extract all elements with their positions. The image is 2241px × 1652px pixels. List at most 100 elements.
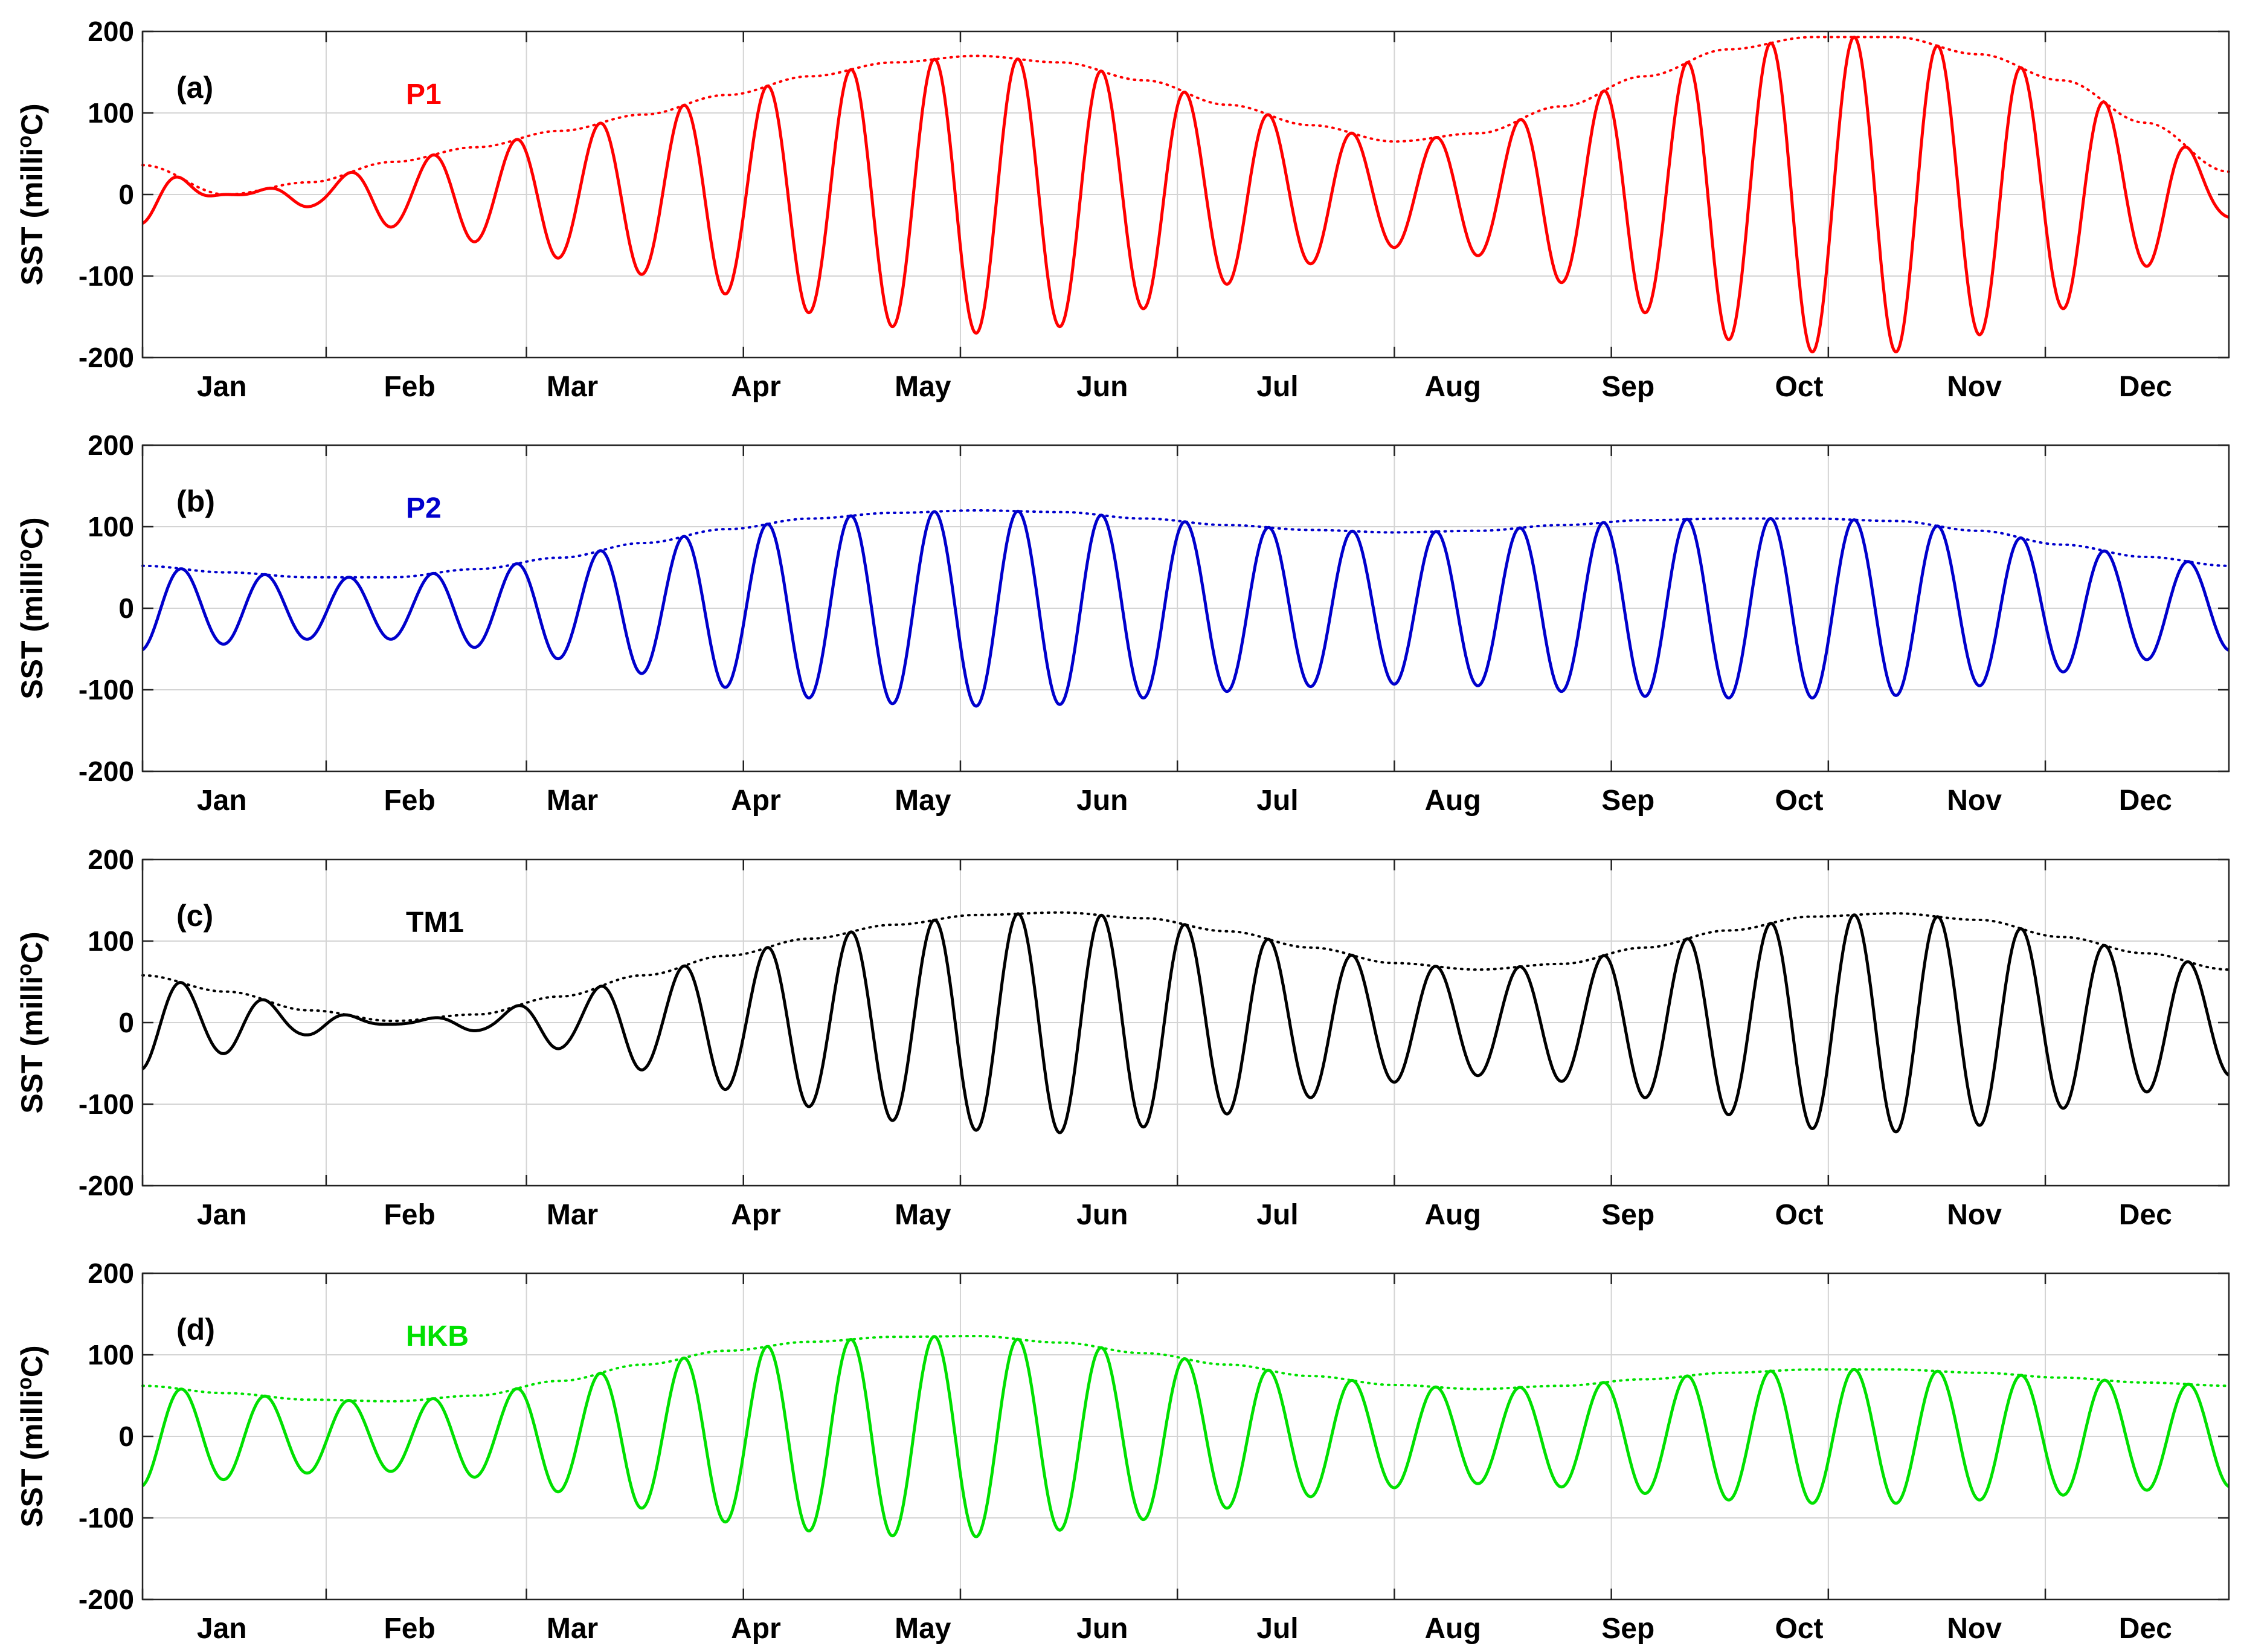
x-tick-label: Feb [384, 371, 435, 403]
x-tick-label: Oct [1775, 785, 1823, 817]
x-tick-label: Nov [1947, 1199, 2002, 1231]
y-axis-title-part: SST (milli [15, 1390, 49, 1528]
x-tick-label: Jul [1256, 1199, 1298, 1231]
y-tick-label: -100 [79, 1502, 134, 1534]
y-tick-label: 100 [88, 1339, 134, 1371]
x-tick-label: Jun [1076, 371, 1128, 403]
x-tick-label: Jul [1256, 371, 1298, 403]
envelope-line [141, 36, 2230, 196]
y-axis-title-superscript: o [13, 1377, 36, 1390]
x-tick-label: Dec [2119, 371, 2172, 403]
x-tick-label: Jun [1076, 1613, 1128, 1645]
y-tick-label: 200 [88, 16, 134, 47]
x-tick-label: May [895, 371, 951, 403]
series-label: P1 [406, 79, 442, 111]
x-tick-label: Jul [1256, 1613, 1298, 1645]
x-tick-label: Aug [1424, 785, 1481, 817]
x-tick-label: May [895, 1613, 951, 1645]
x-tick-label: Mar [547, 1613, 598, 1645]
y-tick-label: -200 [79, 756, 134, 787]
y-axis-title-superscript: o [13, 963, 36, 976]
x-tick-label: Aug [1424, 371, 1481, 403]
x-tick-label: Apr [731, 1613, 781, 1645]
sst-series-line [141, 1335, 2230, 1538]
x-tick-label: Oct [1775, 371, 1823, 403]
chart-panel: 200 100 0 -100 -200 Jan Feb Mar Apr May Jun Jul Aug S… [13, 844, 2230, 1231]
x-tick-label: Jun [1076, 1199, 1128, 1231]
x-tick-label: May [895, 785, 951, 817]
x-tick-label: Jan [197, 1199, 247, 1231]
y-axis-title: SST (millioC) [13, 1345, 49, 1527]
x-tick-label: Mar [547, 371, 598, 403]
x-tick-label: Sep [1601, 785, 1654, 817]
x-tick-label: Sep [1601, 371, 1654, 403]
y-axis-title-part: SST (milli [15, 976, 49, 1114]
y-tick-label: -200 [79, 342, 134, 373]
panel-label: (c) [176, 899, 213, 933]
x-tick-label: Mar [547, 785, 598, 817]
x-tick-label: Apr [731, 371, 781, 403]
x-tick-label: Sep [1601, 1199, 1654, 1231]
x-tick-label: May [895, 1199, 951, 1231]
series-label: TM1 [406, 907, 464, 939]
x-tick-label: Nov [1947, 1613, 2002, 1645]
chart-panel: 200 100 0 -100 -200 Jan Feb Mar Apr May Jun Jul Aug S… [13, 1258, 2230, 1645]
panel-label: (d) [176, 1313, 215, 1346]
sst-series-line [141, 36, 2230, 353]
y-tick-label: 200 [88, 844, 134, 875]
x-tick-label: Aug [1424, 1199, 1481, 1231]
y-tick-label: 100 [88, 511, 134, 542]
y-tick-label: -200 [79, 1170, 134, 1201]
y-axis-title-part: C) [15, 103, 49, 135]
y-axis-title-superscript: o [13, 135, 36, 148]
y-tick-label: -100 [79, 674, 134, 705]
x-tick-label: Dec [2119, 785, 2172, 817]
x-tick-label: Apr [731, 1199, 781, 1231]
series-label: HKB [406, 1320, 469, 1352]
x-tick-label: Nov [1947, 785, 2002, 817]
x-tick-label: Apr [731, 785, 781, 817]
x-tick-label: Jan [197, 785, 247, 817]
y-axis-title-part: C) [15, 1345, 49, 1377]
x-tick-label: Dec [2119, 1613, 2172, 1645]
y-tick-label: 200 [88, 1258, 134, 1289]
sst-series-line [141, 912, 2230, 1134]
x-tick-label: Jan [197, 371, 247, 403]
y-tick-label: -100 [79, 1088, 134, 1120]
y-axis-title-part: SST (milli [15, 562, 49, 699]
x-tick-label: Sep [1601, 1613, 1654, 1645]
y-tick-label: -200 [79, 1584, 134, 1615]
y-tick-label: 0 [118, 593, 134, 624]
x-tick-label: Aug [1424, 1613, 1481, 1645]
x-tick-label: Feb [384, 1613, 435, 1645]
x-tick-label: Oct [1775, 1199, 1823, 1231]
y-axis-title-part: C) [15, 931, 49, 963]
y-axis-title: SST (millioC) [13, 103, 49, 285]
x-tick-label: Mar [547, 1199, 598, 1231]
y-tick-label: 100 [88, 925, 134, 957]
x-tick-label: Feb [384, 1199, 435, 1231]
y-tick-label: 200 [88, 429, 134, 461]
chart-panel: 200 100 0 -100 -200 Jan Feb Mar Apr May Jun Jul Aug S… [13, 429, 2230, 817]
y-axis-title-part: C) [15, 517, 49, 549]
x-tick-label: Jun [1076, 785, 1128, 817]
y-tick-label: 0 [118, 179, 134, 210]
x-tick-label: Nov [1947, 371, 2002, 403]
y-tick-label: 0 [118, 1007, 134, 1038]
x-tick-label: Oct [1775, 1613, 1823, 1645]
y-axis-title-part: SST (milli [15, 148, 49, 286]
y-axis-title: SST (millioC) [13, 931, 49, 1113]
x-tick-label: Jul [1256, 785, 1298, 817]
x-tick-label: Jan [197, 1613, 247, 1645]
panel-label: (b) [176, 484, 215, 518]
series-label: P2 [406, 492, 442, 524]
sst-series-line [141, 509, 2230, 708]
x-tick-label: Dec [2119, 1199, 2172, 1231]
y-tick-label: 0 [118, 1421, 134, 1452]
y-axis-title-superscript: o [13, 549, 36, 562]
y-tick-label: 100 [88, 97, 134, 129]
x-tick-label: Feb [384, 785, 435, 817]
chart-panel: 200 100 0 -100 -200 Jan Feb Mar Apr May Jun Jul Aug S… [13, 16, 2230, 403]
y-axis-title: SST (millioC) [13, 517, 49, 699]
